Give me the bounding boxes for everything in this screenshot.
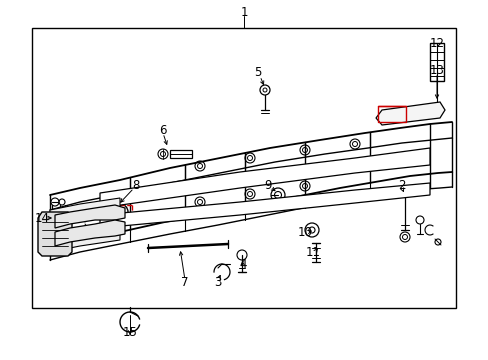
Text: 11: 11 xyxy=(305,246,320,258)
Text: 15: 15 xyxy=(122,325,137,338)
Text: 8: 8 xyxy=(132,179,140,192)
Polygon shape xyxy=(50,228,120,252)
Text: 7: 7 xyxy=(181,276,188,289)
Text: 12: 12 xyxy=(428,36,444,50)
Text: 3: 3 xyxy=(214,276,221,289)
Polygon shape xyxy=(100,148,429,208)
Bar xyxy=(429,43,443,81)
Text: 13: 13 xyxy=(428,63,444,77)
Text: 4: 4 xyxy=(239,258,246,271)
Polygon shape xyxy=(55,205,125,228)
Text: 9: 9 xyxy=(264,179,271,192)
Text: 6: 6 xyxy=(159,123,166,136)
Text: 2: 2 xyxy=(397,179,405,192)
Bar xyxy=(32,28,455,308)
Polygon shape xyxy=(50,122,451,260)
Polygon shape xyxy=(38,212,72,256)
Polygon shape xyxy=(50,198,120,222)
Text: 10: 10 xyxy=(297,225,312,239)
Bar xyxy=(170,150,192,158)
Text: 5: 5 xyxy=(254,66,261,78)
Polygon shape xyxy=(55,220,125,246)
Bar xyxy=(377,106,405,122)
Text: 14: 14 xyxy=(35,212,49,225)
Text: 1: 1 xyxy=(240,5,247,18)
Polygon shape xyxy=(375,102,444,125)
Polygon shape xyxy=(100,183,429,228)
